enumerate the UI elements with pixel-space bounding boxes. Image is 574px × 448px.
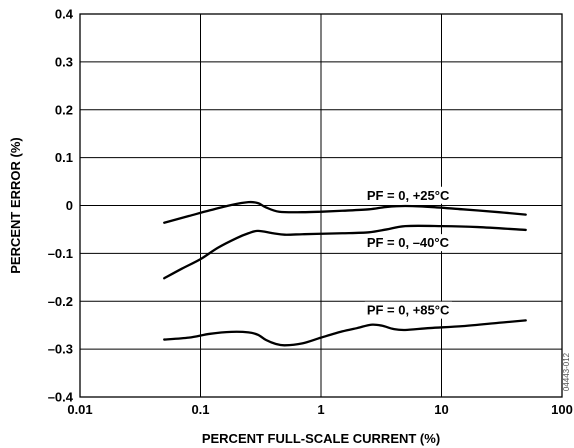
series-label-text: PF = 0, –40°C <box>367 235 450 250</box>
x-tick-label: 100 <box>551 402 573 417</box>
x-axis-title: PERCENT FULL-SCALE CURRENT (%) <box>202 431 440 446</box>
annotation-layer: PF = 0, +25°C PF = 0, –40°C PF = 0, +85°C <box>364 186 452 319</box>
x-tick-label: 1 <box>317 402 324 417</box>
y-tick-label: –0.1 <box>48 246 73 261</box>
plot-frame <box>79 13 563 398</box>
x-tick-labels: 0.01 0.1 1 10 100 <box>67 402 573 417</box>
series-label-bg <box>364 186 452 204</box>
y-tick-label: –0.2 <box>48 294 73 309</box>
y-tick-label: 0.2 <box>55 102 73 117</box>
series-label-text: PF = 0, +85°C <box>367 303 450 318</box>
series-layer <box>163 200 527 347</box>
series-line-2 <box>163 224 527 280</box>
series-line-1 <box>163 200 527 224</box>
y-tick-label: 0.3 <box>55 54 73 69</box>
y-tick-labels: 0.4 0.3 0.2 0.1 0 –0.1 –0.2 –0.3 –0.4 <box>48 7 74 405</box>
y-tick-label: 0.4 <box>55 7 74 22</box>
x-tick-label: 10 <box>434 402 448 417</box>
y-tick-label: 0 <box>66 198 73 213</box>
y-axis-title: PERCENT ERROR (%) <box>8 137 23 274</box>
series-line-3 <box>163 319 527 347</box>
series-label-text: PF = 0, +25°C <box>367 188 450 203</box>
x-tick-label: 0.1 <box>191 402 209 417</box>
series-label-1: PF = 0, +25°C <box>364 186 452 204</box>
x-tick-label: 0.01 <box>67 402 92 417</box>
series-label-bg <box>364 234 452 252</box>
y-tick-label: –0.3 <box>48 342 73 357</box>
series-label-2: PF = 0, –40°C <box>364 234 452 252</box>
grid <box>79 13 563 398</box>
series-label-bg <box>364 301 452 319</box>
figure-code: 04443-012 <box>562 352 571 391</box>
y-tick-label: 0.1 <box>55 150 73 165</box>
y-tick-label: –0.4 <box>48 390 74 405</box>
series-label-3: PF = 0, +85°C <box>364 301 452 319</box>
